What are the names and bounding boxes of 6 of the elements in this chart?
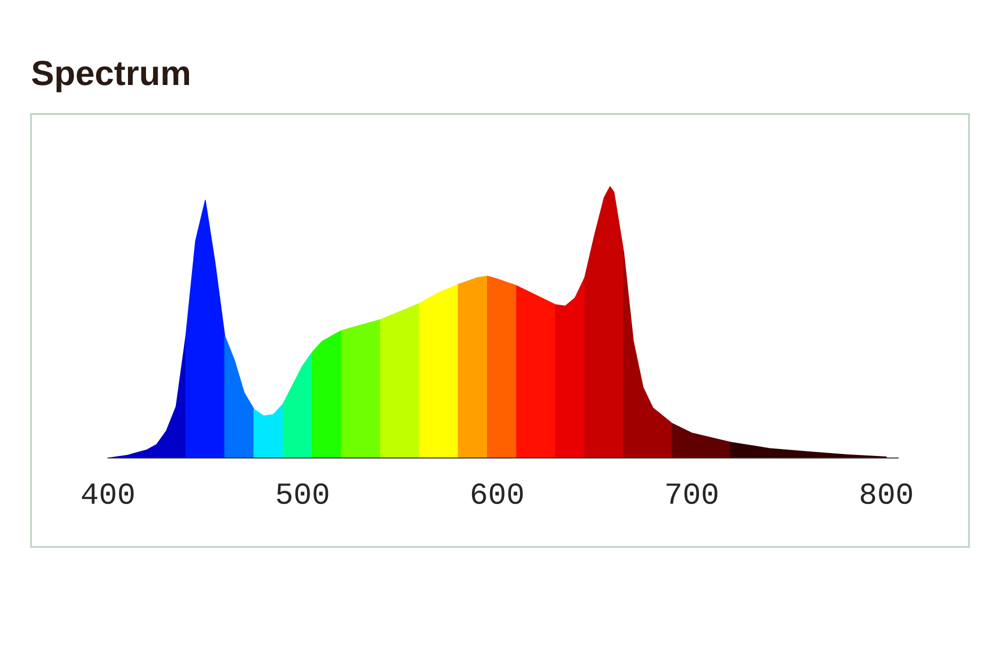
x-tick-label: 400 [82, 483, 134, 504]
chart-title: Spectrum [32, 60, 189, 92]
x-tick-label: 500 [276, 483, 328, 504]
x-tick-label: 800 [860, 483, 912, 504]
x-tick-label: 700 [666, 483, 718, 504]
x-tick-label: 600 [472, 483, 523, 504]
